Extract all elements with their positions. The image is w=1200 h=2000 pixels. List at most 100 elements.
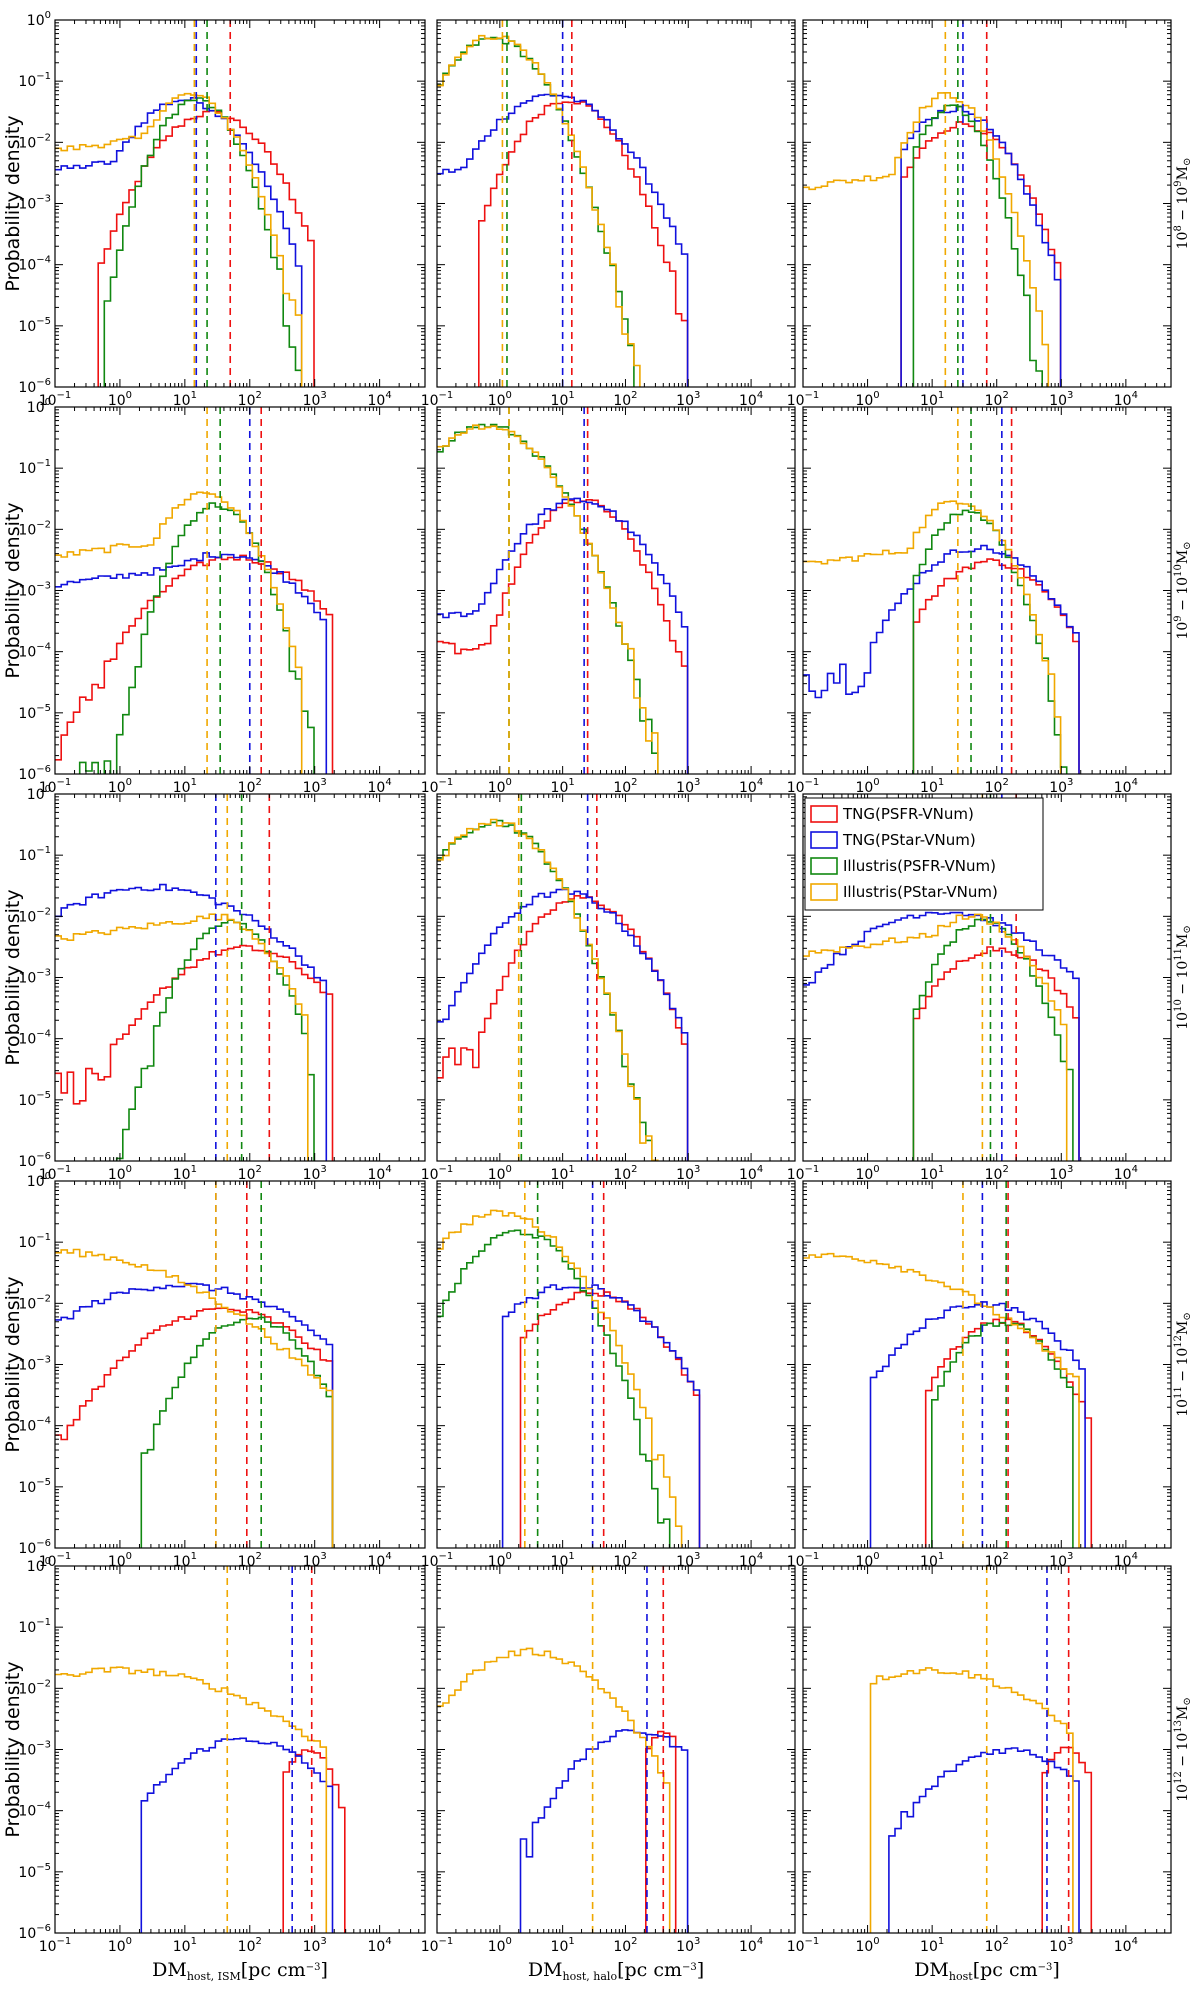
x-tick-label: 103 (303, 777, 327, 796)
x-tick-label: 10−1 (39, 390, 72, 409)
hist-tng-psfr-vnum- (437, 499, 689, 774)
panels-layer: TNG(PSFR-VNum) TNG(PStar-VNum) Illustris(P… (54, 19, 1172, 1934)
x-tick-label: 102 (613, 390, 637, 409)
y-tick-label: 10−4 (18, 1029, 51, 1048)
x-tick-label: 100 (488, 1936, 512, 1955)
x-tick-label: 103 (676, 1164, 700, 1183)
panel-r5-c3 (802, 1565, 1172, 1934)
hist-tng-pstar-vnum- (55, 97, 303, 387)
x-tick-label: 100 (108, 1164, 132, 1183)
plot-area (437, 1566, 689, 1933)
panel-r4-c1 (54, 1180, 426, 1549)
hist-illustris-pstar-vnum- (55, 491, 303, 774)
y-tick-label: 10−2 (18, 1678, 51, 1697)
legend-swatch (810, 805, 838, 823)
y-axis-title: Probability density (2, 889, 24, 1065)
x-tick-label: 10−1 (421, 1164, 454, 1183)
x-tick-label: 10−1 (39, 777, 72, 796)
x-axis-title: DMhost, ISM[pc cm−3] (152, 1959, 328, 1983)
hist-tng-pstar-vnum- (900, 105, 1062, 387)
x-tick-label: 101 (551, 1164, 575, 1183)
panel-r3-c3: TNG(PSFR-VNum) TNG(PStar-VNum) Illustris(P… (802, 793, 1172, 1162)
plot-area (55, 1181, 334, 1548)
hist-illustris-pstar-vnum- (803, 1252, 1080, 1548)
ticks (54, 1180, 426, 1549)
hist-tng-pstar-vnum- (869, 1301, 1086, 1548)
x-tick-label: 100 (855, 777, 879, 796)
x-tick-label: 101 (551, 1936, 575, 1955)
x-axis-title: DMhost[pc cm−3] (914, 1959, 1060, 1983)
hist-illustris-pstar-vnum- (55, 1666, 328, 1933)
x-tick-label: 100 (108, 1551, 132, 1570)
mass-bin-label: 109 − 1010M⊙ (1173, 541, 1193, 639)
x-tick-label: 104 (739, 1936, 763, 1955)
hist-tng-pstar-vnum- (803, 544, 1080, 774)
plot-area (55, 794, 334, 1161)
x-tick-label: 103 (1049, 390, 1073, 409)
hist-tng-psfr-vnum- (924, 1318, 1093, 1548)
hist-illustris-psfr-vnum- (437, 819, 653, 1161)
x-tick-label: 104 (368, 777, 392, 796)
x-tick-label: 104 (739, 777, 763, 796)
y-tick-label: 10−2 (18, 906, 51, 925)
hist-illustris-psfr-vnum- (140, 1316, 334, 1548)
y-tick-label: 10−2 (18, 519, 51, 538)
hist-illustris-pstar-vnum- (803, 92, 1050, 387)
x-tick-label: 103 (676, 1936, 700, 1955)
y-tick-label: 100 (27, 10, 51, 29)
x-tick-label: 100 (855, 390, 879, 409)
x-tick-label: 103 (1049, 1936, 1073, 1955)
x-tick-label: 103 (676, 1551, 700, 1570)
hist-illustris-pstar-vnum- (437, 1209, 683, 1548)
hist-illustris-pstar-vnum- (55, 92, 303, 387)
panel-frame (436, 793, 796, 1162)
panel-r1-c1 (54, 19, 426, 388)
panel-r2-c1 (54, 406, 426, 775)
x-tick-label: 104 (739, 1164, 763, 1183)
legend-swatch (810, 883, 838, 901)
x-tick-label: 100 (108, 1936, 132, 1955)
legend-entry: Illustris(PStar-VNum) (843, 883, 998, 901)
panel-frame (802, 1180, 1172, 1549)
x-tick-label: 102 (238, 1164, 262, 1183)
hist-illustris-pstar-vnum- (55, 913, 309, 1161)
y-tick-label: 10−3 (18, 1355, 51, 1374)
hist-tng-psfr-vnum- (282, 1749, 346, 1933)
x-tick-label: 103 (676, 777, 700, 796)
x-tick-label: 102 (238, 390, 262, 409)
ticks (54, 793, 426, 1162)
x-tick-label: 104 (368, 1164, 392, 1183)
ticks (54, 19, 426, 388)
hist-illustris-psfr-vnum- (437, 1229, 671, 1548)
hist-illustris-psfr-vnum- (912, 918, 1074, 1161)
x-tick-label: 103 (676, 390, 700, 409)
y-tick-label: 10−5 (18, 1862, 51, 1881)
panel-r4-c3 (802, 1180, 1172, 1549)
x-tick-label: 101 (920, 390, 944, 409)
x-tick-label: 103 (303, 1551, 327, 1570)
x-tick-label: 101 (551, 1551, 575, 1570)
y-axis-title: Probability density (2, 115, 24, 291)
x-tick-label: 104 (368, 1936, 392, 1955)
ticks (436, 19, 796, 388)
y-tick-label: 10−6 (18, 764, 51, 783)
x-tick-label: 103 (1049, 777, 1073, 796)
x-tick-label: 102 (613, 1164, 637, 1183)
x-tick-label: 100 (855, 1936, 879, 1955)
panel-frame (54, 793, 426, 1162)
x-tick-label: 100 (108, 390, 132, 409)
y-tick-label: 10−3 (18, 581, 51, 600)
x-tick-label: 102 (985, 390, 1009, 409)
y-tick-label: 10−6 (18, 1923, 51, 1942)
hist-tng-psfr-vnum- (900, 121, 1062, 387)
hist-illustris-psfr-vnum- (78, 502, 315, 774)
y-tick-label: 10−1 (18, 845, 51, 864)
hist-tng-psfr-vnum- (55, 1307, 334, 1548)
legend-entry: Illustris(PSFR-VNum) (843, 857, 996, 875)
ticks (436, 793, 796, 1162)
x-axis-title: DMhost, halo[pc cm−3] (528, 1959, 704, 1983)
hist-tng-psfr-vnum- (55, 944, 334, 1161)
hist-tng-psfr-vnum- (912, 558, 1080, 774)
y-tick-label: 10−2 (18, 1293, 51, 1312)
